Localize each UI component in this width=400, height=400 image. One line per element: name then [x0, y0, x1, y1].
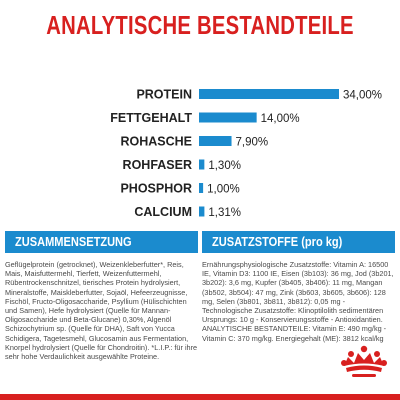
- bar: [199, 206, 205, 217]
- additives-header-label: ZUSATZSTOFFE (pro kg): [212, 234, 343, 249]
- value-label: 1,30%: [208, 160, 241, 172]
- bar: [199, 112, 257, 123]
- composition-header-label: ZUSAMMENSETZUNG: [15, 234, 132, 249]
- page-title: ANALYTISCHE BESTANDTEILE: [46, 10, 354, 40]
- category-label: FETTGEHALT: [110, 111, 192, 125]
- chart-svg: PROTEIN 34,00% FETTGEHALT 14,00% ROHASCHE 7,9…: [110, 88, 382, 220]
- category-label: ROHFASER: [123, 158, 192, 172]
- bar: [199, 159, 205, 170]
- value-label: 34,00%: [343, 90, 382, 102]
- bar: [199, 183, 204, 193]
- bar: [199, 89, 339, 99]
- royal-canin-crown-icon: [338, 343, 390, 383]
- analysis-bar-chart: PROTEIN 34,00% FETTGEHALT 14,00% ROHASCHE 7,9…: [0, 80, 400, 220]
- value-label: 7,90%: [236, 137, 269, 149]
- value-label: 1,31%: [208, 207, 241, 219]
- composition-text: Geflügelprotein (getrocknet), Weizenkleb…: [5, 260, 198, 362]
- category-label: PROTEIN: [136, 88, 192, 102]
- additives-header: ZUSATZSTOFFE (pro kg): [202, 231, 395, 253]
- composition-header: ZUSAMMENSETZUNG: [5, 231, 198, 253]
- value-label: 14,00%: [261, 113, 300, 125]
- category-label: CALCIUM: [134, 205, 192, 219]
- bottom-accent-bar: [0, 394, 400, 400]
- category-label: ROHASCHE: [120, 135, 192, 149]
- category-label: PHOSPHOR: [120, 182, 192, 196]
- additives-text: Ernährungsphysiologische Zusatzstoffe: V…: [202, 260, 394, 343]
- bar: [199, 136, 232, 146]
- value-label: 1,00%: [207, 184, 240, 196]
